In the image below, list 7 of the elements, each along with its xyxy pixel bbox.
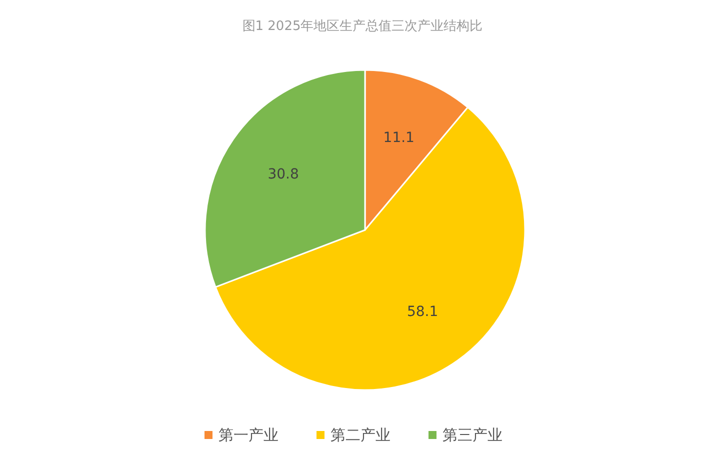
data-label: 11.1 <box>383 130 414 146</box>
legend-label: 第三产业 <box>442 426 502 444</box>
chart-title: 图1 2025年地区生产总值三次产业结构比 <box>242 19 483 34</box>
legend-label: 第一产业 <box>218 426 278 444</box>
data-label: 58.1 <box>406 304 438 320</box>
data-label: 30.8 <box>268 166 299 183</box>
legend-label: 第二产业 <box>330 426 390 444</box>
